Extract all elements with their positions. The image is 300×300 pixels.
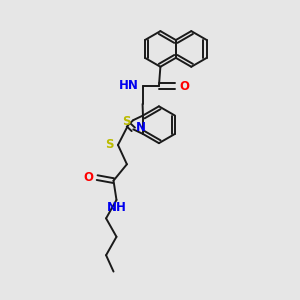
- Text: O: O: [179, 80, 189, 93]
- Text: N: N: [136, 122, 146, 134]
- Text: S: S: [106, 138, 114, 152]
- Text: O: O: [83, 170, 93, 184]
- Text: S: S: [122, 115, 130, 128]
- Text: HN: HN: [119, 79, 139, 92]
- Text: NH: NH: [106, 201, 126, 214]
